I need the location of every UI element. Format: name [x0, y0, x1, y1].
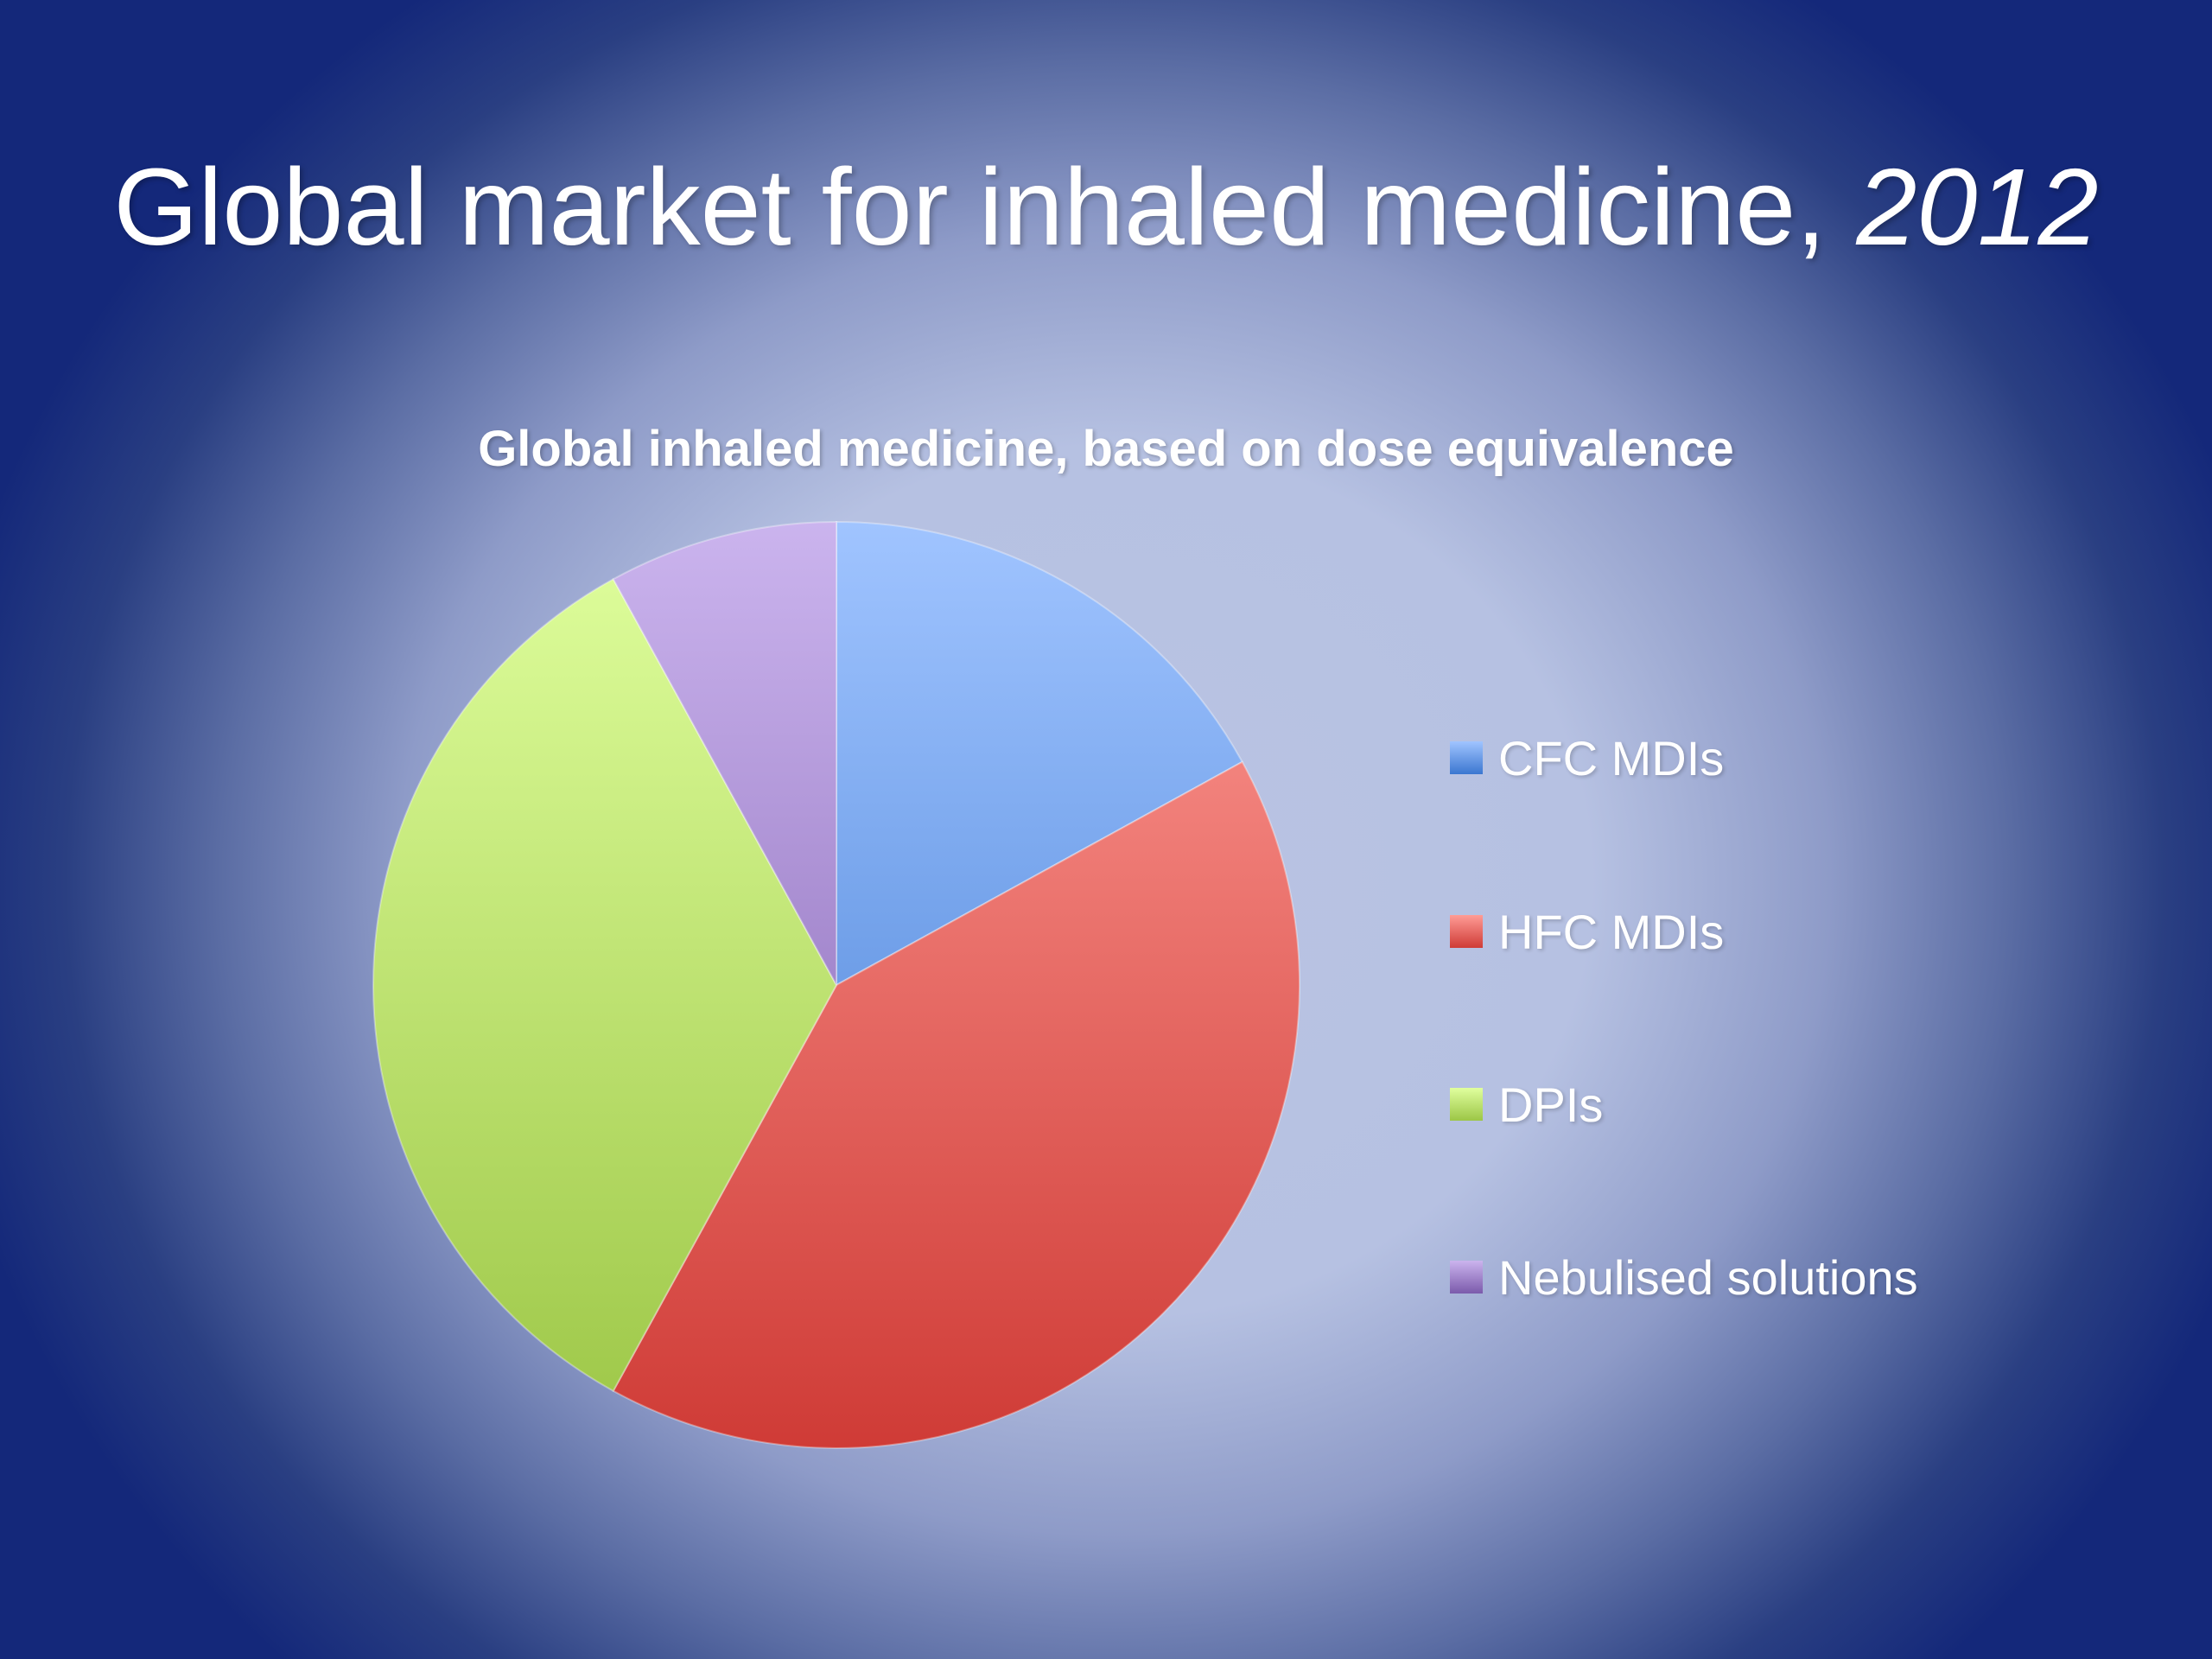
- legend-swatch: [1450, 741, 1483, 774]
- legend-swatch: [1450, 1261, 1483, 1294]
- chart-title: Global inhaled medicine, based on dose e…: [478, 421, 1734, 477]
- legend-item: HFC MDIs: [1450, 897, 2055, 966]
- pie-slice-hfc-mdis: [612, 760, 1300, 1449]
- legend-label: Nebulised solutions: [1498, 1249, 1918, 1305]
- legend-label: DPIs: [1498, 1077, 1604, 1132]
- pie-slice-dpis: [372, 577, 838, 1393]
- pie-slice-nebulised-solutions: [612, 520, 837, 986]
- pie-slice-cfc-mdis: [836, 520, 1244, 987]
- slide-title-text: Global market for inhaled medicine,: [113, 146, 1857, 268]
- slide-title-year: 2012: [1856, 146, 2099, 268]
- legend-item: Nebulised solutions: [1450, 1243, 2055, 1312]
- legend-item: CFC MDIs: [1450, 723, 2055, 792]
- legend-label: HFC MDIs: [1498, 904, 1725, 959]
- slide-title: Global market for inhaled medicine, 2012: [0, 138, 2212, 276]
- legend-item: DPIs: [1450, 1070, 2055, 1139]
- legend-swatch: [1450, 915, 1483, 948]
- legend-label: CFC MDIs: [1498, 730, 1725, 785]
- legend-swatch: [1450, 1088, 1483, 1121]
